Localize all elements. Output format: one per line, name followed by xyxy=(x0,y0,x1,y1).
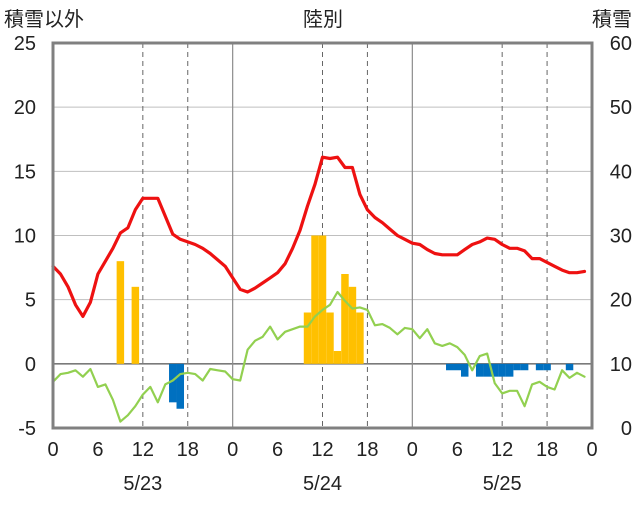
y-left-tick-label: -5 xyxy=(18,418,36,440)
x-tick-label: 12 xyxy=(491,439,513,461)
y-right-tick-label: 0 xyxy=(621,418,632,440)
series-line-red xyxy=(51,155,587,318)
x-tick-label: 12 xyxy=(311,439,333,461)
y-left-tick-label: 10 xyxy=(14,226,36,248)
bar-positive xyxy=(333,351,342,364)
x-tick-label: 18 xyxy=(536,439,558,461)
x-tick-label: 18 xyxy=(356,439,378,461)
x-tick-label: 0 xyxy=(47,439,58,461)
left-axis-label: 積雪以外 xyxy=(4,8,84,31)
x-tick-label: 18 xyxy=(177,439,199,461)
bar-positive xyxy=(341,274,349,364)
y-right-tick-label: 60 xyxy=(610,33,632,55)
bar-negative xyxy=(505,363,514,377)
bar-negative xyxy=(490,363,499,377)
bar-negative xyxy=(565,363,574,371)
bar-negative xyxy=(535,363,544,371)
bar-positive xyxy=(303,312,312,364)
chart-title: 陸別 xyxy=(303,8,343,31)
y-left-tick-label: 25 xyxy=(14,33,36,55)
axes-layer xyxy=(51,41,594,430)
right-axis-label: 積雪 xyxy=(592,8,632,31)
bar-negative xyxy=(543,363,551,371)
y-right-tick-label: 50 xyxy=(610,97,632,119)
bar-negative xyxy=(498,363,506,377)
x-tick-label: 6 xyxy=(452,439,463,461)
bar-positive xyxy=(348,286,357,364)
bar-positive xyxy=(116,261,125,364)
x-tick-label: 0 xyxy=(227,439,238,461)
bars-layer xyxy=(116,235,574,409)
x-tick-label: 12 xyxy=(132,439,154,461)
x-date-label: 5/25 xyxy=(483,473,522,495)
x-date-label: 5/23 xyxy=(123,473,162,495)
bar-negative xyxy=(460,363,469,377)
y-left-tick-label: 15 xyxy=(14,161,36,183)
y-left-tick-label: 0 xyxy=(25,354,36,376)
x-tick-label: 6 xyxy=(92,439,103,461)
bar-negative xyxy=(520,363,529,371)
lines-layer xyxy=(51,155,587,423)
bar-positive xyxy=(326,312,334,364)
bar-negative xyxy=(475,363,484,377)
bar-positive xyxy=(318,235,327,364)
x-date-label: 5/24 xyxy=(303,473,342,495)
plot-frame xyxy=(51,41,594,430)
y-right-tick-label: 30 xyxy=(610,226,632,248)
bar-negative xyxy=(176,363,185,409)
bar-negative xyxy=(169,363,177,403)
bar-positive xyxy=(356,312,364,364)
bar-positive xyxy=(311,235,319,364)
x-tick-label: 0 xyxy=(586,439,597,461)
series-line-green xyxy=(51,290,586,423)
x-tick-label: 0 xyxy=(407,439,418,461)
y-right-tick-label: 10 xyxy=(610,354,632,376)
y-right-tick-label: 40 xyxy=(610,161,632,183)
bar-negative xyxy=(513,363,521,371)
bar-positive xyxy=(131,286,140,364)
x-tick-label: 6 xyxy=(272,439,283,461)
bar-negative xyxy=(446,363,454,371)
y-right-tick-label: 20 xyxy=(610,290,632,312)
bar-negative xyxy=(453,363,461,371)
bar-negative xyxy=(483,363,491,377)
y-left-tick-label: 5 xyxy=(25,290,36,312)
y-left-tick-label: 20 xyxy=(14,97,36,119)
labels-layer: -5 0 5 10 15 20 25 0 10 20 30 40 50 60 0 6 12 18 0 6 12 18 0 6 1… xyxy=(14,33,632,495)
